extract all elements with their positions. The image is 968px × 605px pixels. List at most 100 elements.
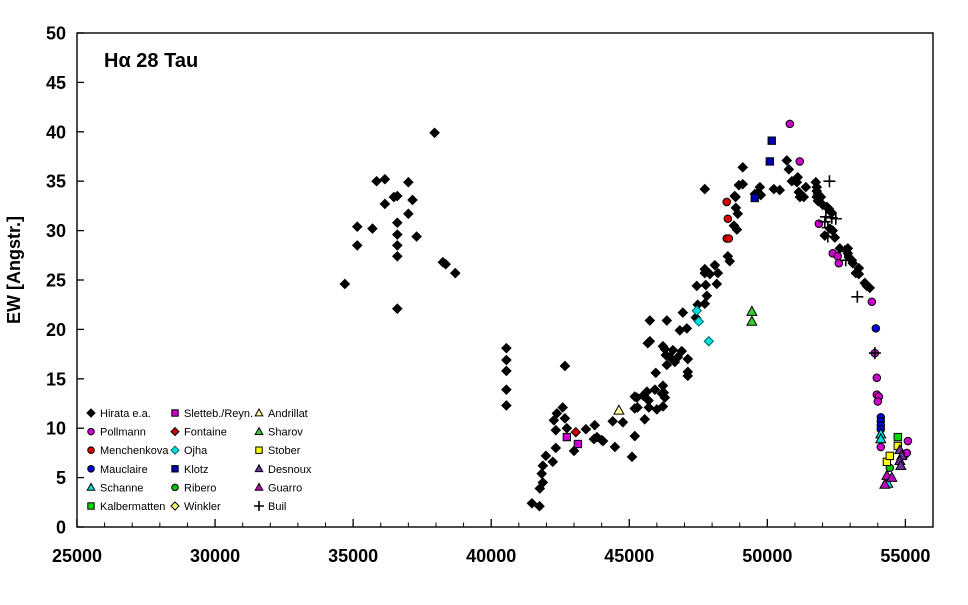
x-tick-label: 30000: [190, 546, 240, 566]
data-point-ojha: [703, 335, 715, 347]
data-point-hirata-e-a: [661, 315, 673, 326]
legend-label-sletteb-reyn: Sletteb./Reyn.: [184, 408, 253, 420]
data-point-andrillat: [613, 404, 625, 415]
data-point-hirata-e-a: [537, 477, 549, 488]
data-point-guarro: [886, 471, 898, 482]
data-point-guarro: [879, 478, 891, 489]
legend-marker-schanne-icon: [86, 482, 96, 491]
legend-marker-andrillat-icon: [254, 407, 264, 417]
data-point-hirata-e-a: [667, 344, 679, 356]
data-point-hirata-e-a: [392, 250, 403, 262]
data-point-hirata-e-a: [709, 259, 721, 271]
data-point-pollmann: [785, 119, 795, 129]
data-point-hirata-e-a: [379, 173, 391, 185]
data-point-hirata-e-a: [798, 191, 810, 203]
data-point-buil: [839, 254, 852, 267]
data-point-hirata-e-a: [371, 175, 382, 187]
data-point-hirata-e-a: [657, 401, 669, 412]
data-point-hirata-e-a: [617, 416, 629, 428]
y-tick-label: 0: [56, 518, 66, 538]
data-point-hirata-e-a: [551, 408, 563, 419]
data-point-hirata-e-a: [649, 384, 661, 395]
data-point-hirata-e-a: [547, 456, 559, 468]
data-point-pollmann: [873, 397, 883, 406]
data-point-hirata-e-a: [559, 413, 571, 424]
data-point-buil: [838, 245, 851, 258]
data-point-buil: [819, 210, 832, 223]
data-point-schanne: [875, 432, 887, 444]
data-point-hirata-e-a: [526, 497, 538, 509]
data-point-fontaine: [570, 426, 582, 438]
data-point-sharov: [746, 305, 758, 316]
data-point-sharov: [746, 315, 758, 326]
data-point-hirata-e-a: [864, 282, 876, 294]
data-point-pollmann: [795, 157, 805, 166]
data-point-hirata-e-a: [682, 366, 694, 378]
data-point-hirata-e-a: [700, 279, 712, 291]
data-point-hirata-e-a: [449, 267, 461, 279]
y-tick-label: 50: [46, 24, 66, 44]
data-point-hirata-e-a: [550, 442, 562, 454]
y-tick-label: 30: [46, 221, 66, 241]
data-point-hirata-e-a: [589, 419, 601, 431]
data-point-klotz: [750, 193, 759, 203]
legend-label-mauclaire: Mauclaire: [100, 464, 148, 476]
legend-marker-fontaine-icon: [170, 426, 180, 437]
data-point-hirata-e-a: [682, 353, 694, 365]
data-point-buil: [821, 230, 834, 243]
data-point-buil: [829, 212, 842, 225]
data-point-hirata-e-a: [650, 367, 662, 379]
data-point-hirata-e-a: [351, 240, 363, 251]
legend-marker-kalbermatten-icon: [87, 502, 95, 510]
data-point-hirata-e-a: [561, 422, 573, 434]
data-point-hirata-e-a: [632, 402, 643, 413]
legend-marker-stober-icon: [255, 446, 263, 454]
x-tick-label: 55000: [880, 546, 930, 566]
data-point-hirata-e-a: [774, 184, 786, 196]
data-point-hirata-e-a: [534, 500, 545, 512]
data-point-hirata-e-a: [730, 191, 741, 203]
y-tick-label: 10: [46, 419, 66, 439]
data-point-hirata-e-a: [664, 351, 676, 363]
data-point-hirata-e-a: [537, 460, 549, 472]
data-point-klotz: [765, 157, 774, 166]
legend-marker-mauclaire-icon: [87, 465, 95, 473]
legend-label-ojha: Ojha: [184, 445, 208, 457]
data-point-buil: [851, 290, 864, 303]
legend-marker-desnoux-icon: [254, 463, 264, 473]
data-point-hirata-e-a: [661, 359, 673, 371]
legend-label-winkler: Winkler: [184, 501, 221, 513]
data-point-pollmann: [872, 373, 882, 383]
data-point-pollmann: [833, 252, 843, 261]
data-point-pollmann: [876, 442, 886, 452]
legend-label-buil: Buil: [268, 501, 286, 513]
data-point-hirata-e-a: [392, 190, 403, 202]
data-point-buil: [818, 215, 831, 228]
data-point-klotz: [767, 136, 776, 145]
data-point-hirata-e-a: [411, 231, 422, 242]
data-point-pollmann: [834, 258, 844, 268]
data-point-hirata-e-a: [677, 307, 689, 318]
x-tick-label: 50000: [742, 546, 792, 566]
data-point-menchenkova: [724, 234, 734, 243]
data-point-hirata-e-a: [557, 402, 569, 413]
legend-label-fontaine: Fontaine: [184, 427, 227, 439]
legend-marker-ribero-icon: [171, 483, 179, 492]
data-point-hirata-e-a: [440, 258, 451, 270]
data-point-sletteb-reyn: [562, 432, 572, 442]
legend-marker-hirata-e-a-icon: [86, 408, 96, 418]
legend-label-stober: Stober: [268, 445, 301, 457]
y-tick-label: 20: [46, 320, 66, 340]
data-point-mauclaire: [871, 324, 881, 333]
data-point-hirata-e-a: [644, 335, 656, 347]
legend-marker-guarro-icon: [254, 482, 264, 491]
legend-marker-winkler-icon: [170, 501, 180, 511]
x-tick-label: 45000: [604, 546, 654, 566]
data-point-hirata-e-a: [597, 435, 609, 447]
data-point-buil: [868, 347, 881, 360]
data-point-hirata-e-a: [643, 402, 655, 413]
data-point-hirata-e-a: [501, 365, 512, 377]
x-tick-label: 35000: [328, 546, 378, 566]
data-point-hirata-e-a: [768, 183, 780, 195]
legend-label-desnoux: Desnoux: [268, 464, 312, 476]
